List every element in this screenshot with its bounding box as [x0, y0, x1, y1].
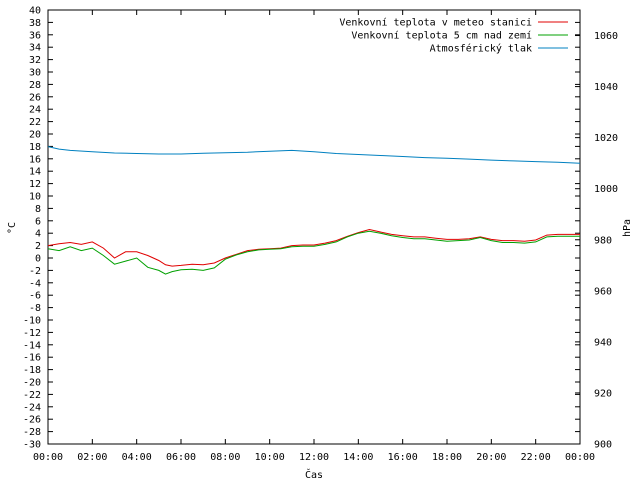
y-left-tick-label: -16 — [23, 353, 41, 364]
y-right-tick-label: 960 — [594, 286, 612, 297]
y-right-tick-label: 900 — [594, 440, 612, 451]
y-left-tick-label: 34 — [29, 43, 41, 54]
legend-label: Venkovní teplota 5 cm nad zemí — [351, 30, 532, 42]
x-tick-label: 20:00 — [476, 452, 506, 463]
y-left-tick-label: -18 — [23, 365, 41, 376]
x-tick-label: 16:00 — [388, 452, 418, 463]
x-tick-label: 14:00 — [343, 452, 373, 463]
y-left-tick-label: -2 — [29, 266, 41, 277]
x-tick-label: 00:00 — [565, 452, 595, 463]
y-left-tick-label: 30 — [29, 68, 41, 79]
y-left-tick-label: 38 — [29, 18, 41, 29]
y-left-tick-label: 24 — [29, 105, 41, 116]
y-left-tick-label: -10 — [23, 316, 41, 327]
x-axis-ticks: 00:00 02:00 04:00 06:00 08:00 10:00 12:00 14:00… — [33, 10, 595, 463]
y-left-tick-label: -24 — [23, 402, 41, 413]
legend-label: Venkovní teplota v meteo stanici — [339, 17, 532, 29]
y-left-tick-label: 28 — [29, 80, 41, 91]
series-lines — [47, 146, 581, 275]
x-tick-label: 10:00 — [255, 452, 285, 463]
x-axis-label: Čas — [305, 468, 323, 480]
x-tick-label: 06:00 — [166, 452, 196, 463]
y-left-tick-label: -30 — [23, 440, 41, 451]
x-tick-label: 08:00 — [210, 452, 240, 463]
y-right-tick-label: 1040 — [594, 82, 618, 93]
y-left-tick-label: -12 — [23, 328, 41, 339]
y-axis-left-label: °C — [7, 222, 18, 234]
x-tick-label: 04:00 — [122, 452, 152, 463]
y-right-tick-label: 920 — [594, 388, 612, 399]
y-left-tick-label: -8 — [29, 303, 41, 314]
y-left-tick-label: 22 — [29, 117, 41, 128]
y-right-tick-label: 940 — [594, 337, 612, 348]
y-left-tick-label: 0 — [35, 254, 41, 265]
x-tick-label: 12:00 — [299, 452, 329, 463]
x-tick-label: 02:00 — [77, 452, 107, 463]
y-left-tick-label: 4 — [35, 229, 41, 240]
y-left-tick-label: -22 — [23, 390, 41, 401]
y-axis-right-label: hPa — [622, 219, 633, 237]
y-left-tick-label: 26 — [29, 92, 41, 103]
y-left-tick-label: 40 — [29, 6, 41, 17]
y-right-tick-label: 1020 — [594, 133, 618, 144]
y-left-tick-label: 12 — [29, 179, 41, 190]
x-tick-label: 22:00 — [521, 452, 551, 463]
y-left-tick-label: 2 — [35, 241, 41, 252]
y-left-tick-label: 36 — [29, 30, 41, 41]
plot-frame — [47, 9, 581, 445]
left-axis-ticks: -30-28-26-24-22-20-18-16-14-12-10-8-6-4-… — [23, 6, 580, 451]
y-left-tick-label: -14 — [23, 340, 41, 351]
legend-label: Atmosférický tlak — [430, 43, 532, 55]
y-left-tick-label: 8 — [35, 204, 41, 215]
y-left-tick-label: -26 — [23, 415, 41, 426]
y-left-tick-label: 16 — [29, 154, 41, 165]
legend: Venkovní teplota v meteo staniciVenkovní… — [339, 17, 568, 55]
y-left-tick-label: 14 — [29, 167, 41, 178]
y-right-tick-label: 980 — [594, 235, 612, 246]
y-right-tick-label: 1060 — [594, 31, 618, 42]
y-left-tick-label: 32 — [29, 55, 41, 66]
series-line-1 — [47, 228, 580, 267]
x-tick-label: 18:00 — [432, 452, 462, 463]
y-left-tick-label: 10 — [29, 192, 41, 203]
y-right-tick-label: 1000 — [594, 184, 618, 195]
x-tick-label: 00:00 — [33, 452, 63, 463]
y-left-tick-label: -28 — [23, 427, 41, 438]
series-line-3 — [47, 146, 581, 164]
series-line-2 — [47, 230, 580, 275]
y-left-tick-label: -20 — [23, 378, 41, 389]
y-left-tick-label: -4 — [29, 278, 41, 289]
y-left-tick-label: 18 — [29, 142, 41, 153]
y-left-tick-label: -6 — [29, 291, 41, 302]
y-left-tick-label: 20 — [29, 130, 41, 141]
y-left-tick-label: 6 — [35, 216, 41, 227]
right-axis-ticks: 900 920 940 960 980 1000 1020 1040 1060 — [575, 31, 618, 451]
